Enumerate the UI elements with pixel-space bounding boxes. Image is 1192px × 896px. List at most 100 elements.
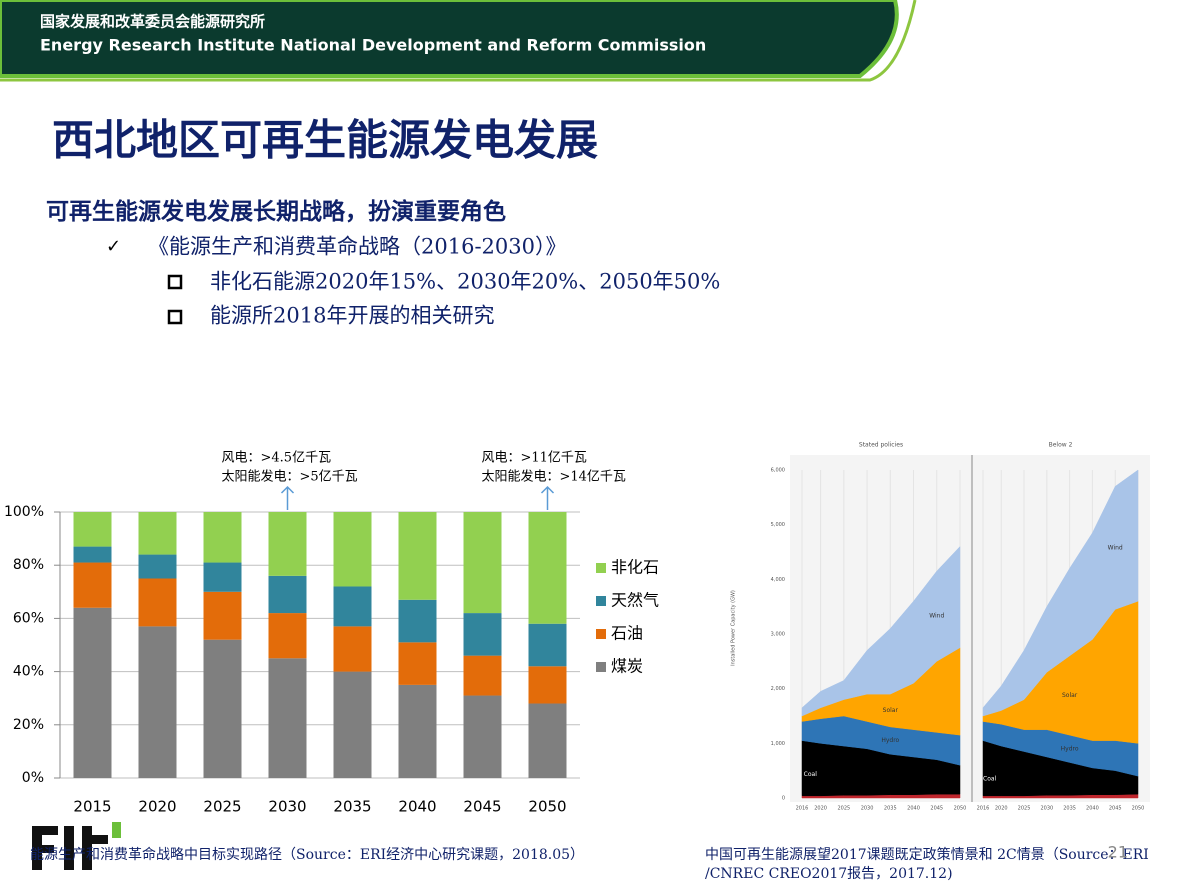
box-icon: [167, 274, 183, 290]
bar-segment: [398, 599, 437, 643]
legend-label: 天然气: [611, 591, 659, 610]
annotation-arrow: [280, 485, 295, 510]
y-tick-label: 20%: [13, 717, 44, 733]
bar-segment: [463, 613, 502, 656]
y-tick-label: 2,000: [771, 686, 785, 692]
x-tick-label: 2045: [1109, 806, 1122, 812]
bar-segment: [203, 562, 242, 592]
x-tick-label: 2025: [837, 806, 850, 812]
x-tick-label: 2050: [954, 806, 967, 812]
header-band: [0, 0, 899, 78]
x-tick-label: 2016: [796, 806, 809, 812]
panel-title: Below 2: [1049, 442, 1073, 449]
x-tick-label: 2050: [528, 798, 566, 816]
bar-segment: [203, 591, 242, 640]
bar-segment: [203, 512, 242, 563]
bar-segment: [138, 626, 177, 778]
x-tick-label: 2050: [1132, 806, 1145, 812]
x-tick-label: 2040: [398, 798, 436, 816]
x-tick-label: 2030: [268, 798, 306, 816]
bar-segment: [73, 512, 112, 547]
y-tick-label: 0: [782, 796, 785, 802]
legend-label: 煤炭: [611, 657, 643, 676]
bar-segment: [528, 623, 567, 667]
x-tick-label: 2025: [203, 798, 241, 816]
y-tick-label: 4,000: [771, 577, 785, 583]
sub-bullet: 非化石能源2020年15%、2030年20%、2050年50%: [210, 270, 720, 294]
x-tick-label: 2020: [995, 806, 1008, 812]
legend-swatch: [596, 629, 606, 639]
bar-segment: [463, 655, 502, 696]
series-label: Hydro: [881, 737, 899, 744]
bar-segment: [138, 512, 177, 555]
subtitle: 可再生能源发电发展长期战略，扮演重要角色: [46, 198, 506, 225]
annotation: 风电：>4.5亿千瓦: [222, 451, 332, 466]
series-label: Coal: [983, 775, 997, 782]
x-tick-label: 2020: [814, 806, 827, 812]
bar-segment: [463, 512, 502, 614]
panel-title: Stated policies: [859, 442, 903, 449]
x-tick-label: 2016: [977, 806, 990, 812]
legend-swatch: [596, 596, 606, 606]
x-tick-label: 2030: [1040, 806, 1053, 812]
bar-segment: [268, 575, 307, 614]
x-tick-label: 2035: [884, 806, 897, 812]
annotation: 太阳能发电：>5亿千瓦: [222, 469, 358, 485]
bar-segment: [528, 703, 567, 778]
x-tick-label: 2035: [1063, 806, 1076, 812]
caption: 中国可再生能源展望2017课题既定政策情景和 2C情景（Source：ERI: [705, 846, 1149, 863]
bar-segment: [398, 512, 437, 600]
annotation: 风电：>11亿千瓦: [482, 451, 587, 466]
annotation-arrow: [540, 485, 555, 510]
bar-segment: [203, 639, 242, 778]
bullet: 《能源生产和消费革命战略（2016-2030）》: [148, 235, 566, 259]
bar-segment: [73, 607, 112, 778]
box-icon: [167, 309, 183, 325]
series-label: Wind: [929, 613, 944, 620]
bar-segment: [463, 695, 502, 778]
bar-segment: [398, 684, 437, 778]
series-label: Coal: [804, 771, 818, 778]
x-tick-label: 2040: [907, 806, 920, 812]
x-tick-label: 2045: [463, 798, 501, 816]
area-layer: [982, 469, 1139, 717]
sub-bullet: 能源所2018年开展的相关研究: [210, 304, 494, 328]
bar-segment: [528, 512, 567, 624]
caption: /CNREC CREO2017报告，2017.12): [705, 866, 953, 882]
bar-segment: [333, 671, 372, 778]
bar-segment: [73, 562, 112, 608]
org-cn: 国家发展和改革委员会能源研究所: [40, 13, 265, 31]
x-tick-label: 2015: [73, 798, 111, 816]
bar-segment: [73, 546, 112, 563]
series-label: Solar: [883, 707, 899, 714]
legend-swatch: [596, 563, 606, 573]
x-tick-label: 2025: [1018, 806, 1031, 812]
bar-segment: [333, 586, 372, 627]
bar-segment: [268, 512, 307, 576]
annotation: 太阳能发电：>14亿千瓦: [482, 469, 626, 485]
org-en: Energy Research Institute National Devel…: [40, 36, 706, 55]
bar-segment: [138, 554, 177, 579]
series-label: Hydro: [1061, 745, 1079, 752]
page-number: 21: [1108, 843, 1128, 862]
y-tick-label: 3,000: [771, 632, 785, 638]
y-tick-label: 5,000: [771, 522, 785, 528]
bar-segment: [333, 626, 372, 672]
series-label: Wind: [1108, 544, 1123, 551]
bar-segment: [268, 658, 307, 778]
legend-label: 石油: [611, 624, 643, 643]
area-layer: [801, 545, 961, 717]
logo: [32, 822, 121, 870]
caption: 能源生产和消费革命战略中目标实现路径（Source：ERI经济中心研究课题，20…: [30, 846, 584, 863]
header-accent: [0, 0, 917, 82]
bar-segment: [528, 666, 567, 704]
x-tick-label: 2040: [1086, 806, 1099, 812]
slide-title: 西北地区可再生能源发电发展: [52, 116, 598, 165]
y-tick-label: 0%: [22, 770, 44, 786]
series-label: Solar: [1062, 692, 1078, 699]
y-tick-label: 60%: [13, 610, 44, 626]
x-tick-label: 2045: [930, 806, 943, 812]
y-axis-label: Installed Power Capacity (GW): [731, 590, 737, 666]
check-icon: ✓: [106, 236, 121, 257]
